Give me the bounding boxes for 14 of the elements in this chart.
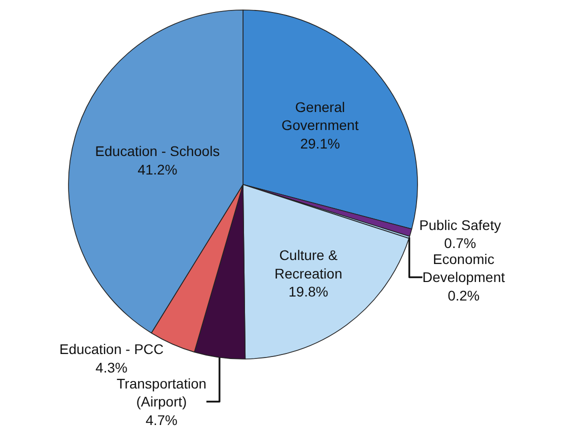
- slice-label: General Government: [282, 98, 359, 134]
- data-label: 0.2%: [448, 287, 480, 304]
- slice-label: Culture & Recreation: [274, 247, 342, 282]
- data-label: 41.2%: [138, 161, 178, 178]
- data-label: 4.7%: [146, 412, 178, 428]
- data-label: 29.1%: [300, 135, 340, 152]
- data-label: 0.7%: [444, 235, 476, 252]
- slice-label: Public Safety: [419, 216, 501, 233]
- slice-label: Economic Development: [422, 251, 505, 286]
- slice-label: Education - PCC: [59, 341, 164, 358]
- slice-label: Transportation (Airport): [116, 375, 206, 410]
- slice-label: Education - Schools: [95, 143, 220, 160]
- data-label: 19.8%: [288, 283, 328, 300]
- data-label: 4.3%: [96, 359, 128, 376]
